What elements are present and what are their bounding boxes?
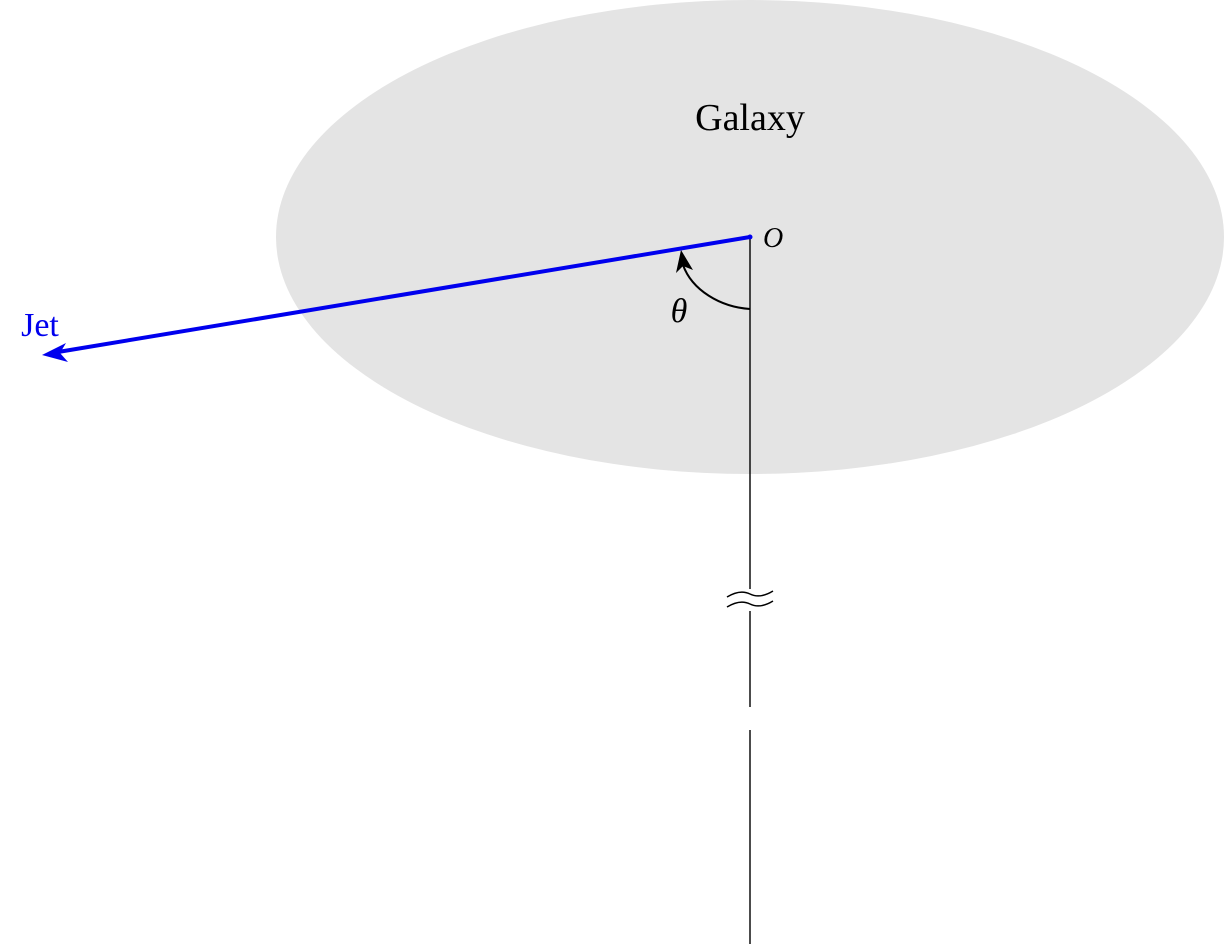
jet-line bbox=[57, 235, 751, 354]
angle-label: θ bbox=[671, 293, 688, 330]
jet-arrowhead-icon bbox=[42, 343, 68, 362]
jet-label: Jet bbox=[21, 307, 59, 344]
double-wave-break-icon bbox=[724, 589, 776, 611]
origin-point bbox=[747, 234, 753, 240]
angle-arrowhead-icon bbox=[676, 250, 693, 273]
origin-label: O bbox=[763, 223, 783, 254]
galaxy-label: Galaxy bbox=[695, 97, 805, 139]
angle-arc bbox=[682, 264, 751, 310]
